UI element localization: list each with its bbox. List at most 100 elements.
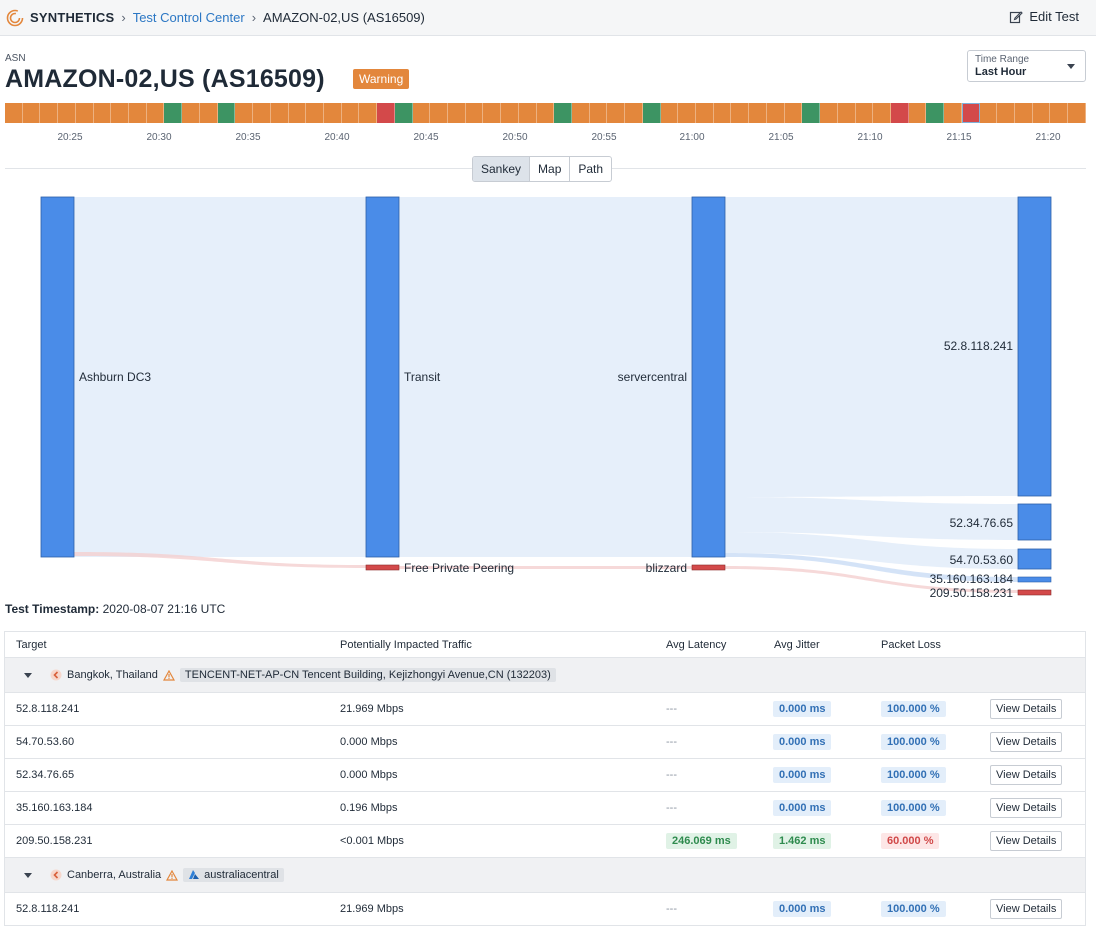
azure-icon (189, 870, 200, 879)
timeline-cell[interactable] (146, 103, 165, 123)
timeline-cell[interactable] (22, 103, 41, 123)
timeline-cell[interactable] (182, 103, 200, 123)
target-ip: 52.34.76.65 (16, 769, 75, 781)
timeline-cell[interactable] (961, 103, 980, 123)
timeline-cell[interactable] (873, 103, 891, 123)
timeline-cell[interactable] (625, 103, 643, 123)
timeline-cell[interactable] (536, 103, 555, 123)
timeline-cell[interactable] (572, 103, 590, 123)
collapse-toggle[interactable] (24, 869, 32, 881)
timeline-cell[interactable] (926, 103, 945, 123)
timeline-axis: 20:25 20:30 20:35 20:40 20:45 20:50 20:55 21:00… (0, 132, 1096, 146)
timeline-cell[interactable] (394, 103, 413, 123)
timeline-cell[interactable] (642, 103, 661, 123)
timeline-cell[interactable] (908, 103, 927, 123)
sankey-node[interactable] (1017, 548, 1052, 570)
view-details-button[interactable]: View Details (990, 899, 1063, 919)
table-group-row[interactable]: Bangkok, Thailand TENCENT-NET-AP-CN Tence… (5, 658, 1085, 693)
timeline-cell[interactable] (997, 103, 1015, 123)
timeline-cell[interactable] (306, 103, 324, 123)
timeline-cell[interactable] (111, 103, 130, 123)
warning-icon (162, 669, 175, 681)
time-range-select[interactable]: Time Range Last Hour (967, 50, 1086, 82)
timeline-cell[interactable] (377, 103, 395, 123)
sankey-node[interactable] (365, 564, 400, 571)
sankey-node[interactable] (1017, 196, 1052, 497)
timeline-cell[interactable] (75, 103, 94, 123)
timeline-cell[interactable] (944, 103, 962, 123)
timeline-cell[interactable] (696, 103, 714, 123)
view-details-button[interactable]: View Details (990, 798, 1063, 818)
timeline-cell[interactable] (40, 103, 59, 123)
test-timestamp: Test Timestamp: 2020-08-07 21:16 UTC (5, 602, 225, 616)
sankey-node[interactable] (691, 564, 726, 571)
timeline-cell[interactable] (1032, 103, 1051, 123)
target-ip: 54.70.53.60 (16, 736, 75, 748)
brand-name[interactable]: SYNTHETICS (30, 10, 115, 25)
view-details-button[interactable]: View Details (990, 732, 1063, 752)
timeline-cell[interactable] (217, 103, 236, 123)
timeline-cell[interactable] (235, 103, 254, 123)
timeline-cell[interactable] (412, 103, 431, 123)
timeline-cell[interactable] (1014, 103, 1033, 123)
timeline-cell[interactable] (784, 103, 803, 123)
view-details-button[interactable]: View Details (990, 699, 1063, 719)
timeline-cell[interactable] (447, 103, 466, 123)
timeline-cell[interactable] (483, 103, 502, 123)
timeline-cell[interactable] (731, 103, 750, 123)
timeline-cell[interactable] (766, 103, 785, 123)
timeline-cell[interactable] (288, 103, 307, 123)
sankey-node[interactable] (691, 196, 726, 558)
timeline-cell[interactable] (430, 103, 448, 123)
timeline-cell[interactable] (465, 103, 484, 123)
timeline-cell[interactable] (93, 103, 112, 123)
group-target-chip: TENCENT-NET-AP-CN Tencent Building, Keji… (179, 668, 556, 682)
timeline-cell[interactable] (253, 103, 271, 123)
timeline-cell[interactable] (713, 103, 732, 123)
timeline-cell[interactable] (501, 103, 519, 123)
timeline-cell[interactable] (979, 103, 998, 123)
timeline-cell[interactable] (323, 103, 342, 123)
timeline-cell[interactable] (129, 103, 147, 123)
tab-sankey[interactable]: Sankey (473, 157, 531, 181)
edit-test-label: Edit Test (1029, 9, 1079, 24)
timeline-cell[interactable] (837, 103, 856, 123)
timeline-cell[interactable] (359, 103, 378, 123)
sankey-node[interactable] (365, 196, 400, 558)
status-timeline[interactable] (5, 103, 1086, 123)
view-details-button[interactable]: View Details (990, 831, 1063, 851)
tab-path[interactable]: Path (578, 162, 604, 176)
breadcrumb-link[interactable]: Test Control Center (132, 10, 245, 25)
timeline-cell[interactable] (199, 103, 218, 123)
timeline-cell[interactable] (802, 103, 821, 123)
sankey-node[interactable] (40, 196, 75, 558)
tab-map[interactable]: Map (530, 157, 571, 181)
sankey-node[interactable] (1017, 589, 1052, 596)
timeline-cell[interactable] (1068, 103, 1086, 123)
timeline-cell[interactable] (589, 103, 608, 123)
timeline-cell[interactable] (607, 103, 626, 123)
collapse-toggle[interactable] (24, 669, 32, 681)
view-switcher[interactable]: Sankey Map Path (472, 156, 613, 182)
timeline-cell[interactable] (820, 103, 838, 123)
timeline-cell[interactable] (554, 103, 572, 123)
entity-type-label: ASN (5, 53, 26, 64)
timeline-cell[interactable] (270, 103, 289, 123)
timeline-cell[interactable] (341, 103, 360, 123)
timeline-cell[interactable] (855, 103, 874, 123)
sankey-node[interactable] (1017, 503, 1052, 541)
packet-loss: 60.000 % (881, 833, 940, 849)
table-group-row[interactable]: Canberra, Australia australiacentral (5, 858, 1085, 893)
view-details-button[interactable]: View Details (990, 765, 1063, 785)
timeline-cell[interactable] (58, 103, 76, 123)
timeline-cell[interactable] (660, 103, 679, 123)
timeline-cell[interactable] (890, 103, 909, 123)
timeline-cell[interactable] (749, 103, 767, 123)
timeline-cell[interactable] (164, 103, 183, 123)
timeline-cell[interactable] (518, 103, 537, 123)
timeline-cell[interactable] (1050, 103, 1069, 123)
timeline-cell[interactable] (5, 103, 23, 123)
sankey-node[interactable] (1017, 576, 1052, 583)
timeline-cell[interactable] (678, 103, 697, 123)
edit-test-button[interactable]: Edit Test (1009, 9, 1079, 24)
